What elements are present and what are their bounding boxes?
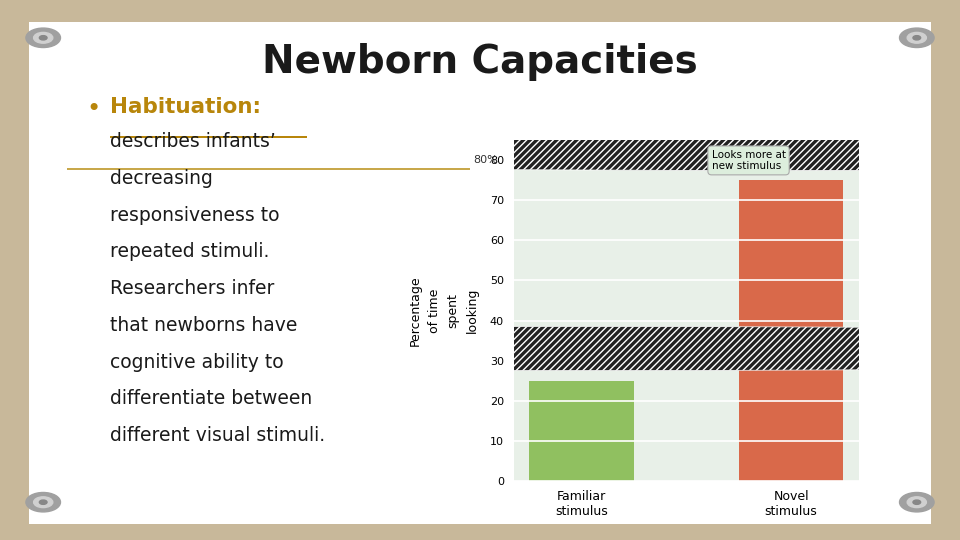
Text: decreasing: decreasing [110, 169, 213, 188]
Text: different visual stimuli.: different visual stimuli. [110, 426, 325, 445]
Text: Newborn Capacities: Newborn Capacities [262, 43, 698, 81]
Bar [739, 180, 844, 481]
Bar [529, 381, 634, 481]
Text: repeated stimuli.: repeated stimuli. [110, 242, 270, 261]
Text: differentiate between: differentiate between [110, 389, 313, 408]
Text: Researchers infer: Researchers infer [110, 279, 275, 298]
Text: describes infants’: describes infants’ [110, 132, 276, 151]
Text: cognitive ability to: cognitive ability to [110, 353, 284, 372]
Circle shape [0, 327, 960, 370]
Text: 80%: 80% [472, 156, 497, 165]
Text: Looks more at
new stimulus: Looks more at new stimulus [711, 150, 785, 171]
Circle shape [0, 126, 960, 171]
Text: that newborns have: that newborns have [110, 316, 298, 335]
Y-axis label: Percentage
of time
spent
looking: Percentage of time spent looking [409, 275, 479, 346]
Text: •: • [86, 97, 101, 121]
Text: Habituation:: Habituation: [110, 97, 261, 117]
Text: responsiveness to: responsiveness to [110, 206, 280, 225]
